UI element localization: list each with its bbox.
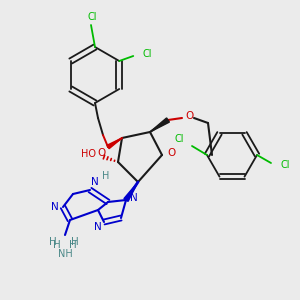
Polygon shape — [124, 182, 138, 201]
Text: H: H — [69, 240, 77, 250]
Text: H: H — [102, 171, 110, 181]
Text: Cl: Cl — [174, 134, 184, 144]
Text: N: N — [51, 202, 59, 212]
Text: H: H — [71, 237, 79, 247]
Text: Cl: Cl — [87, 12, 97, 22]
Polygon shape — [107, 138, 122, 149]
Text: NH: NH — [58, 249, 72, 259]
Text: Cl: Cl — [280, 160, 290, 170]
Text: O: O — [97, 148, 105, 158]
Text: O: O — [168, 148, 176, 158]
Text: HO: HO — [80, 149, 95, 159]
Polygon shape — [150, 118, 170, 132]
Text: N: N — [130, 193, 138, 203]
Text: N: N — [94, 222, 102, 232]
Text: O: O — [185, 111, 193, 121]
Text: N: N — [91, 177, 99, 187]
Text: H: H — [49, 237, 57, 247]
Text: Cl: Cl — [142, 49, 152, 59]
Text: H: H — [53, 240, 61, 250]
